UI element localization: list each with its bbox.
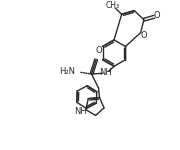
Text: O: O xyxy=(154,11,160,20)
Text: H₂N: H₂N xyxy=(59,67,75,76)
Text: O: O xyxy=(140,31,147,40)
Text: NH: NH xyxy=(99,68,112,76)
Text: CH₃: CH₃ xyxy=(106,1,120,10)
Text: O: O xyxy=(95,46,102,55)
Text: NH: NH xyxy=(75,107,87,116)
